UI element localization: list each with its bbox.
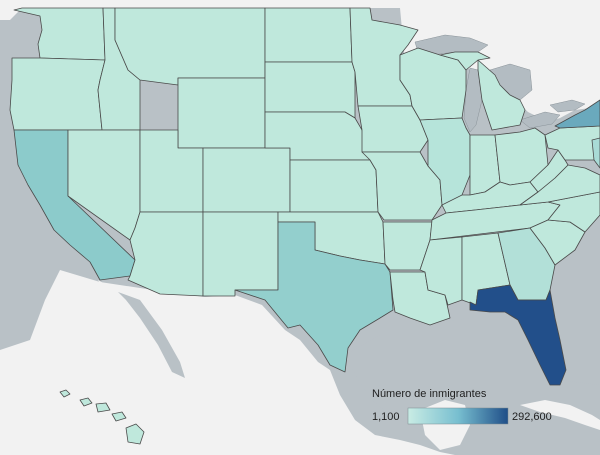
state-kansas[interactable]	[289, 159, 379, 213]
state-michigan[interactable]	[477, 59, 526, 131]
state-wisconsin[interactable]	[399, 47, 467, 121]
legend: Número de inmigrantes 1,100 292,600	[372, 388, 552, 425]
baja-california	[98, 280, 170, 385]
legend-max-label: 292,600	[512, 411, 552, 423]
legend-color-ramp	[407, 407, 509, 425]
state-colorado[interactable]	[202, 147, 291, 213]
state-wyoming[interactable]	[177, 77, 266, 149]
cuba	[520, 400, 600, 430]
state-south-dakota[interactable]	[264, 61, 356, 119]
legend-min-label: 1,100	[372, 411, 400, 423]
state-montana[interactable]	[114, 7, 266, 86]
state-west-virginia[interactable]	[529, 149, 569, 193]
state-oregon[interactable]	[9, 57, 106, 131]
us-states	[9, 7, 600, 386]
legend-title: Número de inmigrantes	[372, 388, 487, 400]
state-north-carolina[interactable]	[547, 191, 600, 233]
gulf-of-california	[118, 292, 185, 378]
state-florida[interactable]	[469, 284, 567, 386]
state-north-dakota[interactable]	[264, 7, 353, 63]
state-michigan-upper[interactable]	[439, 51, 491, 71]
state-new-mexico[interactable]	[202, 211, 279, 297]
mexico-landmass	[0, 270, 455, 455]
hawaii-islands	[59, 389, 145, 445]
great-lakes	[414, 34, 586, 133]
canada-landmass	[0, 0, 600, 122]
state-texas[interactable]	[234, 221, 394, 373]
state-new-jersey[interactable]	[591, 137, 600, 169]
state-arizona[interactable]	[127, 211, 204, 297]
state-new-york[interactable]	[554, 99, 600, 129]
